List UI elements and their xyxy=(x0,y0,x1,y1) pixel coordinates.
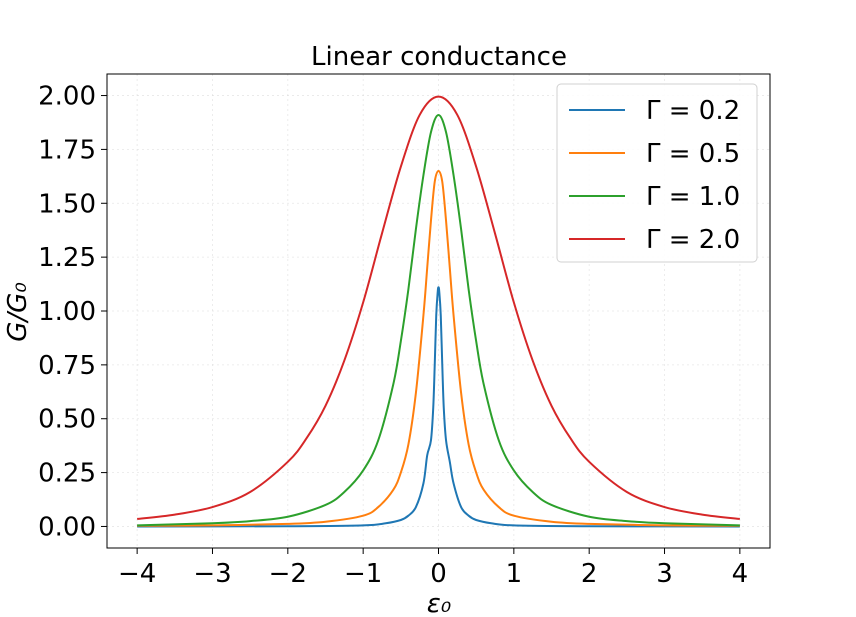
y-tick-label: 0.50 xyxy=(38,405,96,435)
series-line-0 xyxy=(137,286,740,528)
y-tick-label: 1.50 xyxy=(38,189,96,219)
y-axis-ticks: 0.00 0.25 0.50 0.75 1.00 1.25 1.50 1.75 2.00 xyxy=(38,82,107,542)
x-tick-label: −4 xyxy=(118,559,156,589)
series-line-2 xyxy=(137,113,740,527)
y-tick-label: 2.00 xyxy=(38,82,96,112)
series-group xyxy=(137,95,740,528)
y-axis-label: G/G₀ xyxy=(3,282,33,342)
x-tick-label: 4 xyxy=(732,559,749,589)
legend-label: Γ = 1.0 xyxy=(646,182,740,212)
legend-label: Γ = 0.2 xyxy=(646,96,740,126)
y-tick-label: 0.25 xyxy=(38,459,96,489)
x-tick-label: 2 xyxy=(581,559,598,589)
x-tick-label: −2 xyxy=(269,559,307,589)
x-tick-label: −1 xyxy=(344,559,382,589)
legend: Γ = 0.2 Γ = 0.5 Γ = 1.0 Γ = 2.0 xyxy=(556,83,758,263)
x-axis-ticks: −4 −3 −2 −1 0 1 2 3 4 xyxy=(118,548,748,589)
y-tick-label: 0.00 xyxy=(38,512,96,542)
chart-title: Linear conductance xyxy=(311,42,567,72)
legend-label: Γ = 0.5 xyxy=(646,139,740,169)
series-line-3 xyxy=(137,95,740,520)
x-axis-label: ε₀ xyxy=(427,589,452,617)
y-tick-label: 1.75 xyxy=(38,135,96,165)
series-line-1 xyxy=(137,169,740,527)
x-tick-label: −3 xyxy=(193,559,231,589)
x-tick-label: 1 xyxy=(506,559,523,589)
legend-label: Γ = 2.0 xyxy=(646,225,740,255)
x-tick-label: 3 xyxy=(656,559,673,589)
x-tick-label: 0 xyxy=(430,559,447,589)
y-tick-label: 1.25 xyxy=(38,243,96,273)
y-tick-label: 1.00 xyxy=(38,297,96,327)
legend-box xyxy=(556,83,758,263)
y-tick-label: 0.75 xyxy=(38,351,96,381)
